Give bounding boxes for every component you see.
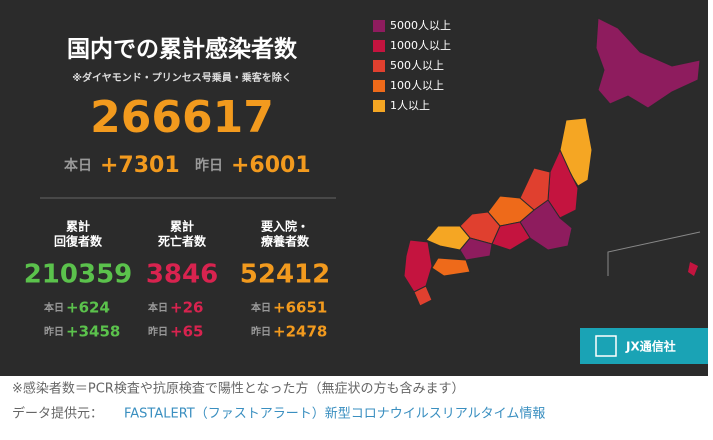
- stat-label: 療養者数: [261, 234, 310, 249]
- stat-value: 52412: [240, 260, 330, 290]
- legend-swatch: [373, 100, 385, 112]
- stat-label: 累計: [170, 219, 194, 234]
- source-link[interactable]: FASTALERT（ファストアラート）新型コロナウイルスリアルタイム情報: [124, 406, 545, 422]
- legend-label: 1000人以上: [390, 39, 451, 52]
- note: ※ダイヤモンド・プリンセス号乗員・乗客を除く: [72, 71, 291, 84]
- legend-label: 1人以上: [390, 99, 430, 112]
- stat-yesterday: +65: [170, 323, 203, 341]
- stat-yesterday-label: 昨日: [251, 325, 271, 338]
- stat-label: 回復者数: [54, 234, 103, 249]
- stat-value: 3846: [146, 260, 218, 290]
- stat-today-label: 本日: [148, 301, 168, 314]
- stat-yesterday-label: 昨日: [44, 325, 64, 338]
- footer-note: ※感染者数＝PCR検査や抗原検査で陽性となった方（無症状の方も含みます）: [12, 381, 464, 397]
- logo-icon: [595, 335, 617, 357]
- legend-label: 500人以上: [390, 59, 444, 72]
- stat-today: +624: [66, 299, 110, 317]
- stat-today: +26: [170, 299, 203, 317]
- title: 国内での累計感染者数: [67, 36, 298, 63]
- logo: JX通信社: [625, 339, 676, 354]
- today-label: 本日: [64, 157, 92, 174]
- stat-yesterday-label: 昨日: [148, 325, 168, 338]
- stat-today-label: 本日: [251, 301, 271, 314]
- source-label: データ提供元：: [12, 406, 103, 422]
- okinawa: [688, 262, 698, 276]
- inset-border: [607, 231, 701, 276]
- today: +7301: [100, 153, 180, 178]
- legend: 5000人以上 1000人以上 500人以上 100人以上 1人以上: [373, 19, 451, 112]
- legend-swatch: [373, 60, 385, 72]
- map: [403, 17, 701, 307]
- legend-swatch: [373, 40, 385, 52]
- stat-value: 210359: [24, 260, 133, 290]
- stat-yesterday: +2478: [273, 323, 327, 341]
- legend-label: 100人以上: [390, 79, 444, 92]
- yesterday-label: 昨日: [195, 157, 223, 174]
- stat-today: +6651: [273, 299, 327, 317]
- legend-swatch: [373, 20, 385, 32]
- legend-label: 5000人以上: [390, 19, 451, 32]
- logo-box: [580, 328, 708, 364]
- stat-yesterday: +3458: [66, 323, 120, 341]
- yesterday: +6001: [231, 153, 311, 178]
- panel: [0, 0, 708, 376]
- stat-label: 累計: [66, 219, 90, 234]
- stat-label: 要入院・: [261, 219, 309, 234]
- stat-label: 死亡者数: [158, 234, 207, 249]
- total: 266617: [90, 92, 274, 143]
- stat-today-label: 本日: [44, 301, 64, 314]
- legend-swatch: [373, 80, 385, 92]
